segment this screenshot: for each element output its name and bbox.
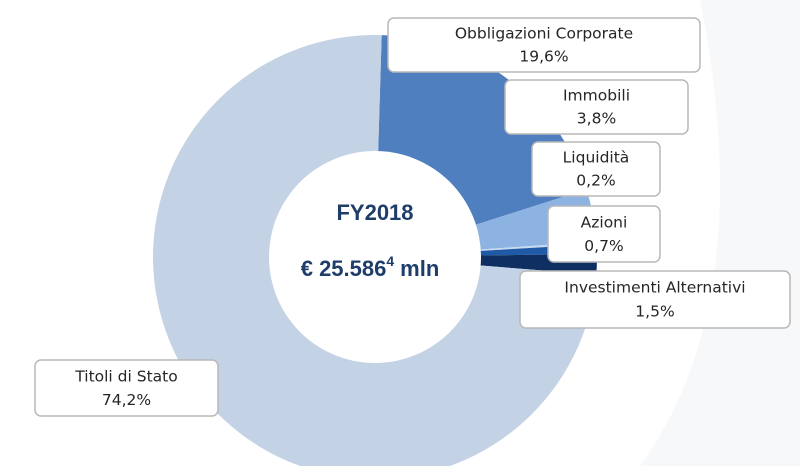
- value-label: 19,6%: [519, 47, 568, 65]
- label-box: [547, 205, 661, 263]
- center-note: 4: [386, 253, 394, 269]
- value-label: 3,8%: [577, 109, 616, 127]
- category-label: Investimenti Alternativi: [564, 279, 745, 297]
- category-label: Obbligazioni Corporate: [455, 25, 633, 43]
- center-title: FY2018: [336, 200, 413, 225]
- value-label: 0,7%: [584, 237, 623, 255]
- background-shape: [640, 0, 800, 466]
- label-box: [504, 79, 689, 135]
- value-label: 74,2%: [102, 391, 151, 409]
- value-label: 1,5%: [635, 303, 674, 321]
- center-unit: mln: [400, 256, 439, 281]
- label-box: [519, 270, 791, 329]
- category-label: Titoli di Stato: [74, 367, 177, 385]
- center-value: € 25.5864 mln: [301, 253, 440, 281]
- label-box: [387, 17, 701, 73]
- category-label: Liquidità: [563, 149, 630, 167]
- donut-hole: [269, 151, 481, 363]
- center-amount: € 25.586: [301, 256, 387, 281]
- label-box: [531, 141, 661, 197]
- label-box: [34, 359, 219, 417]
- value-label: 0,2%: [576, 171, 615, 189]
- category-label: Azioni: [581, 213, 628, 231]
- labels: Obbligazioni Corporate 19,6% Immobili 3,8% L…: [34, 17, 791, 417]
- category-label: Immobili: [563, 87, 630, 105]
